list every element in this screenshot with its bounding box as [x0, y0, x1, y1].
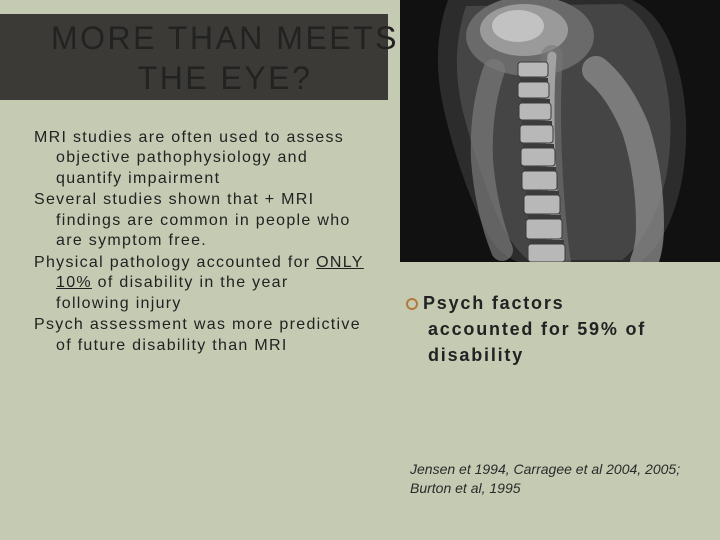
- paragraph-3: Physical pathology accounted for ONLY 10…: [34, 253, 368, 314]
- citation: Jensen et 1994, Carragee et al 2004, 200…: [410, 460, 720, 498]
- paragraph-4: Psych assessment was more predictive of …: [34, 315, 368, 356]
- bullet-line-1: Psych factors: [423, 293, 564, 313]
- bullet-ring-icon: [406, 298, 418, 310]
- paragraph-1: MRI studies are often used to assess obj…: [34, 128, 368, 189]
- bullet-rest: accounted for 59% of disability: [406, 316, 712, 368]
- title-line-2: THE EYE?: [138, 60, 313, 96]
- mri-image: [400, 0, 720, 262]
- title-line-1: MORE THAN MEETS: [51, 20, 399, 56]
- mri-svg: [400, 0, 720, 262]
- slide-title: MORE THAN MEETS THE EYE?: [40, 18, 410, 98]
- right-bullet: Psych factors accounted for 59% of disab…: [406, 290, 712, 368]
- paragraph-2: Several studies shown that + MRI finding…: [34, 190, 368, 251]
- p3-pre: Physical pathology accounted for: [34, 254, 316, 271]
- left-column: MRI studies are often used to assess obj…: [34, 128, 368, 357]
